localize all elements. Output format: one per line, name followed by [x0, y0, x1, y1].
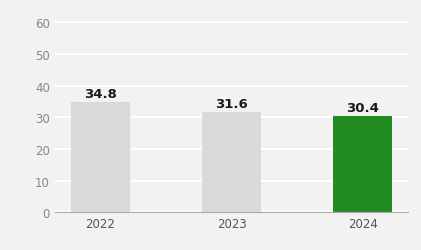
Bar [333, 116, 392, 212]
Bar [202, 113, 261, 212]
Text: 31.6: 31.6 [215, 97, 248, 110]
Text: 34.8: 34.8 [84, 87, 117, 100]
Text: 30.4: 30.4 [346, 101, 379, 114]
Bar [71, 103, 130, 212]
